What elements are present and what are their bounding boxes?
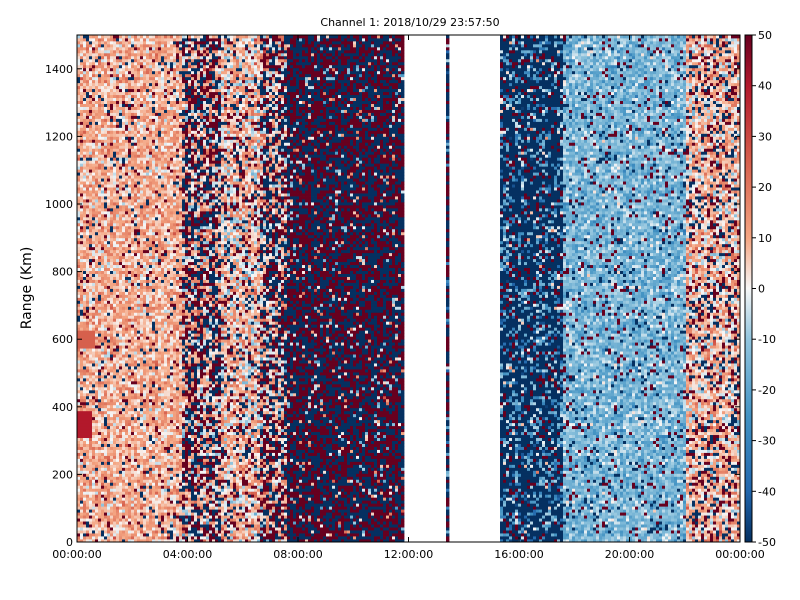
x-tick-label: 00:00:00 bbox=[52, 548, 101, 561]
colorbar-gradient bbox=[744, 34, 753, 543]
colorbar-ticks: 50 40 30 20 10 0 -10 -20 -30 -40 -50 bbox=[752, 29, 776, 549]
colorbar-tick-label: 30 bbox=[758, 130, 772, 143]
colorbar-tick-label: 50 bbox=[758, 29, 772, 42]
y-tick-label: 800 bbox=[52, 266, 73, 279]
x-tick-label: 12:00:00 bbox=[384, 548, 433, 561]
y-tick-label: 1200 bbox=[45, 130, 73, 143]
colorbar-tick-label: -40 bbox=[758, 485, 776, 498]
colorbar-tick-label: 40 bbox=[758, 80, 772, 93]
colorbar-tick-label: 10 bbox=[758, 232, 772, 245]
y-axis: 0 200 400 600 800 1000 1200 1400 bbox=[45, 63, 740, 549]
x-tick-label: 20:00:00 bbox=[605, 548, 654, 561]
y-tick-label: 1000 bbox=[45, 198, 73, 211]
colorbar-tick-label: -30 bbox=[758, 435, 776, 448]
y-tick-label: 0 bbox=[66, 536, 73, 549]
y-axis-label: Range (Km) bbox=[19, 247, 35, 330]
chart-title: Channel 1: 2018/10/29 23:57:50 bbox=[320, 16, 499, 29]
x-tick-label: 16:00:00 bbox=[494, 548, 543, 561]
y-tick-label: 200 bbox=[52, 468, 73, 481]
colorbar-tick-label: 20 bbox=[758, 181, 772, 194]
x-tick-label: 00:00:00 bbox=[715, 548, 764, 561]
colorbar-tick-label: 0 bbox=[758, 283, 765, 296]
colorbar: 50 40 30 20 10 0 -10 -20 -30 -40 -50 bbox=[744, 29, 776, 549]
x-tick-label: 04:00:00 bbox=[163, 548, 212, 561]
y-tick-label: 400 bbox=[52, 401, 73, 414]
colorbar-tick-label: -50 bbox=[758, 536, 776, 549]
y-tick-label: 600 bbox=[52, 333, 73, 346]
x-tick-label: 08:00:00 bbox=[273, 548, 322, 561]
colorbar-tick-label: -10 bbox=[758, 333, 776, 346]
x-axis: 00:00:00 04:00:00 08:00:00 12:00:00 16:00:00… bbox=[52, 35, 765, 561]
heatmap-cells bbox=[77, 35, 740, 542]
y-tick-label: 1400 bbox=[45, 63, 73, 76]
colorbar-tick-label: -20 bbox=[758, 384, 776, 397]
